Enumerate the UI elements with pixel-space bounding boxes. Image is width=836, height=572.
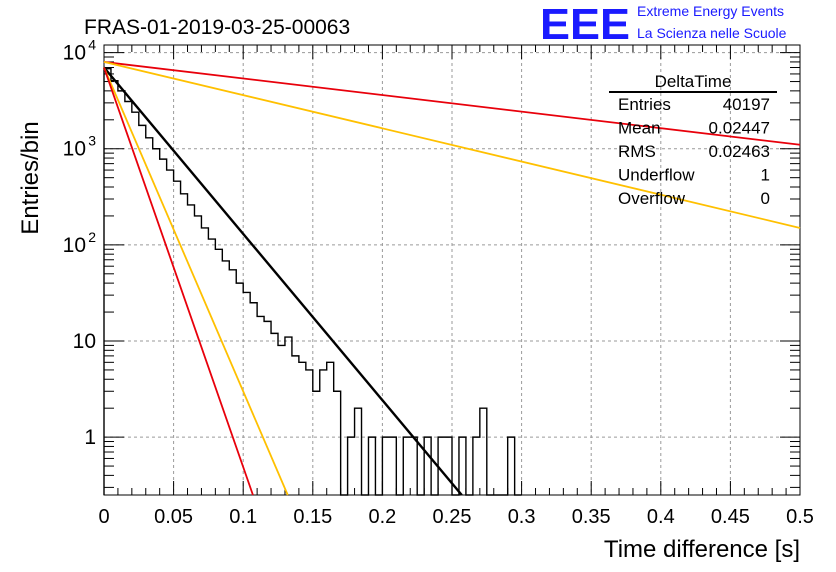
stats-label: Entries — [618, 95, 671, 114]
fit-lines — [103, 61, 801, 496]
x-tick-label: 0.15 — [293, 506, 332, 528]
y-tick-label: 1 — [84, 426, 96, 449]
y-tick-exponent: 4 — [88, 37, 96, 53]
stats-label: Underflow — [618, 166, 695, 185]
logo-mark: EEE — [540, 0, 630, 49]
y-tick-label: 10 — [73, 330, 96, 353]
x-tick-label: 0.1 — [229, 506, 257, 528]
x-tick-label: 0.05 — [154, 506, 193, 528]
chart-title: FRAS-01-2019-03-25-00063 — [84, 16, 350, 39]
y-axis-label: Entries/bin — [17, 121, 44, 234]
y-tick-label: 10 — [63, 42, 86, 65]
logo-line2: La Scienza nelle Scuole — [637, 25, 787, 41]
series-line-3 — [103, 67, 289, 496]
x-tick-labels: 0 0.05 0.1 0.15 0.2 0.25 0.3 0.35 0.4 0.45 0.5 — [98, 506, 813, 528]
stats-value: 0 — [761, 189, 770, 208]
x-tick-label: 0.4 — [647, 506, 675, 528]
stats-value: 0.02463 — [709, 142, 770, 161]
series-line-4 — [103, 67, 254, 496]
x-tick-label: 0.5 — [786, 506, 814, 528]
stats-value: 40197 — [723, 95, 770, 114]
stats-box: DeltaTime Entries 40197 Mean 0.02447 RMS 0.02… — [609, 72, 777, 208]
x-tick-label: 0.25 — [433, 506, 472, 528]
y-tick-exponent: 3 — [88, 133, 96, 149]
y-tick-label: 10 — [63, 234, 86, 257]
stats-value: 1 — [761, 166, 770, 185]
x-tick-label: 0.35 — [572, 506, 611, 528]
stats-label: RMS — [618, 142, 656, 161]
x-tick-label: 0.45 — [711, 506, 750, 528]
axis-ticks — [103, 45, 801, 495]
y-tick-label: 10 — [63, 138, 86, 161]
series-line-1 — [103, 61, 801, 146]
stats-label: Mean — [618, 119, 661, 138]
histogram — [103, 68, 522, 496]
eee-logo: EEE Extreme Energy Events La Scienza nel… — [540, 0, 787, 49]
x-axis-label: Time difference [s] — [604, 536, 800, 563]
series-line-2 — [103, 61, 801, 229]
x-tick-label: 0.2 — [368, 506, 396, 528]
logo-line1: Extreme Energy Events — [637, 3, 784, 19]
stats-title: DeltaTime — [655, 72, 732, 91]
x-tick-label: 0 — [98, 506, 109, 528]
stats-value: 0.02447 — [709, 119, 770, 138]
stats-label: Overflow — [618, 189, 686, 208]
x-tick-label: 0.3 — [508, 506, 536, 528]
series-line-0 — [103, 66, 463, 496]
y-tick-exponent: 2 — [88, 229, 96, 245]
